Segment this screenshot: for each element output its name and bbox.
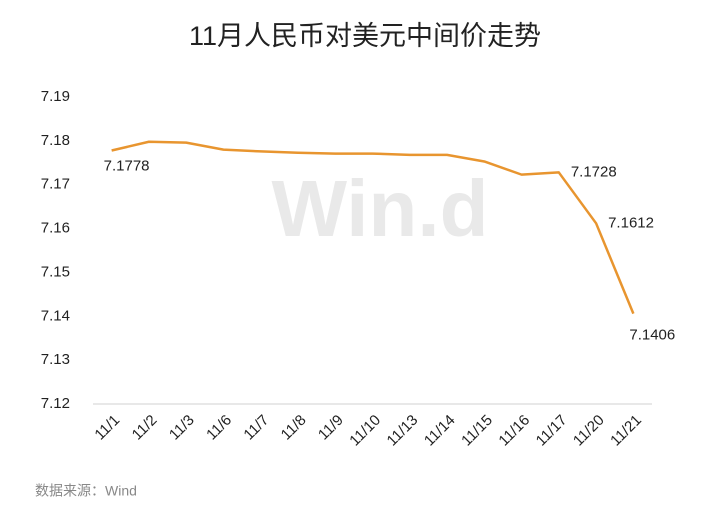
y-tick-label: 7.16 — [41, 220, 70, 237]
y-tick-label: 7.19 — [41, 88, 70, 105]
data-label: 7.1728 — [571, 163, 617, 180]
y-tick-label: 7.14 — [41, 307, 70, 324]
y-tick-label: 7.18 — [41, 132, 70, 149]
y-tick-label: 7.13 — [41, 351, 70, 368]
watermark: Win.d — [272, 164, 489, 253]
data-label: 7.1778 — [104, 157, 150, 174]
y-tick-label: 7.12 — [41, 395, 70, 412]
y-tick-label: 7.15 — [41, 263, 70, 280]
series-line — [111, 140, 635, 315]
data-label: 7.1612 — [608, 214, 654, 231]
y-tick-label: 7.17 — [41, 176, 70, 193]
source: 数据来源：Wind — [35, 483, 137, 499]
chart-title: 11月人民币对美元中间价走势 — [189, 21, 541, 51]
data-label: 7.1406 — [629, 327, 675, 344]
